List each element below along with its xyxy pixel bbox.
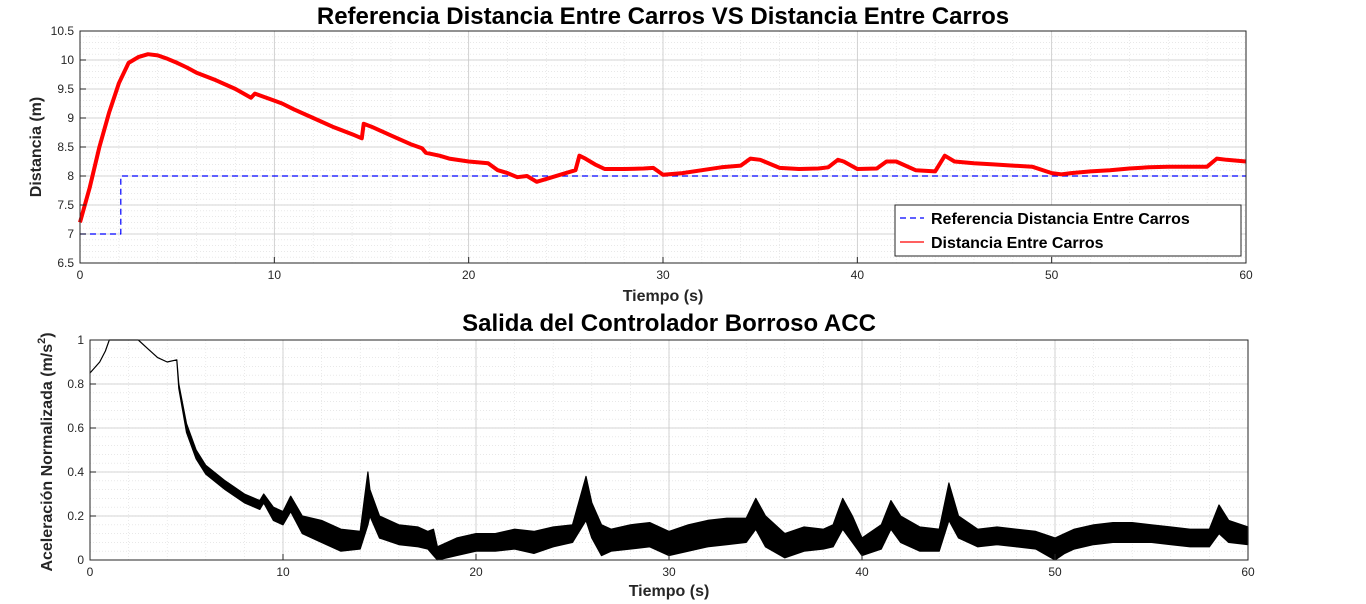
x-tick-label: 10 <box>268 268 282 282</box>
y-tick-label: 6.5 <box>57 256 74 270</box>
distance-chart: 0 10 20 30 40 50 60 6.5 7 7.5 8 8.5 9 9.5 10 10.5 Refer… <box>28 3 1253 305</box>
x-tick-label: 0 <box>77 268 84 282</box>
y-tick-label: 0.2 <box>67 509 84 523</box>
y-axis-label-sup: 2 <box>36 338 48 344</box>
x-tick-label: 50 <box>1045 268 1059 282</box>
y-axis-label: Distancia (m) <box>28 97 45 197</box>
x-axis-label: Tiempo (s) <box>629 583 710 600</box>
x-tick-label: 30 <box>662 565 676 579</box>
x-tick-label: 50 <box>1048 565 1062 579</box>
tick-labels: 0 10 20 30 40 50 60 6.5 7 7.5 8 8.5 9 9.5 10 10.5 <box>51 24 1253 282</box>
x-tick-label: 60 <box>1241 565 1255 579</box>
x-axis-label: Tiempo (s) <box>623 288 704 305</box>
y-tick-label: 7.5 <box>57 198 74 212</box>
x-tick-label: 30 <box>656 268 670 282</box>
y-axis-label-suffix: ) <box>39 332 56 337</box>
y-tick-label: 7 <box>67 227 74 241</box>
x-tick-label: 0 <box>87 565 94 579</box>
series-line-reference <box>80 175 1246 235</box>
y-tick-label: 10.5 <box>51 24 75 38</box>
y-axis-label-main: Aceleración Normalizada (m/s <box>39 344 56 572</box>
series-group <box>78 52 1247 235</box>
y-tick-label: 10 <box>61 53 75 67</box>
chart-title: Salida del Controlador Borroso ACC <box>462 310 876 337</box>
y-axis-label: Aceleración Normalizada (m/s2) <box>36 332 56 571</box>
y-tick-label: 0.4 <box>67 465 84 479</box>
y-tick-label: 1 <box>77 333 84 347</box>
chart-title: Referencia Distancia Entre Carros VS Dis… <box>317 3 1009 30</box>
x-tick-label: 40 <box>851 268 865 282</box>
x-tick-label: 60 <box>1239 268 1253 282</box>
x-tick-label: 40 <box>855 565 869 579</box>
y-tick-label: 8 <box>67 169 74 183</box>
series-line-distance <box>78 52 1247 223</box>
tick-labels: 0 10 20 30 40 50 60 0 0.2 0.4 0.6 0.8 1 <box>67 333 1255 579</box>
x-tick-label: 20 <box>469 565 483 579</box>
legend-entry-reference: Referencia Distancia Entre Carros <box>931 211 1190 228</box>
legend: Referencia Distancia Entre Carros Distan… <box>894 204 1242 257</box>
y-tick-label: 8.5 <box>57 140 74 154</box>
legend-box <box>894 204 1242 257</box>
x-tick-label: 10 <box>276 565 290 579</box>
y-tick-label: 9 <box>67 111 74 125</box>
y-tick-label: 0.6 <box>67 421 84 435</box>
x-tick-label: 20 <box>462 268 476 282</box>
legend-entry-distance: Distancia Entre Carros <box>931 235 1104 252</box>
controller-output-chart: 0 10 20 30 40 50 60 0 0.2 0.4 0.6 0.8 1 Salida del C… <box>36 310 1255 600</box>
y-tick-label: 0 <box>77 553 84 567</box>
y-tick-label: 0.8 <box>67 377 84 391</box>
y-tick-label: 9.5 <box>57 82 74 96</box>
